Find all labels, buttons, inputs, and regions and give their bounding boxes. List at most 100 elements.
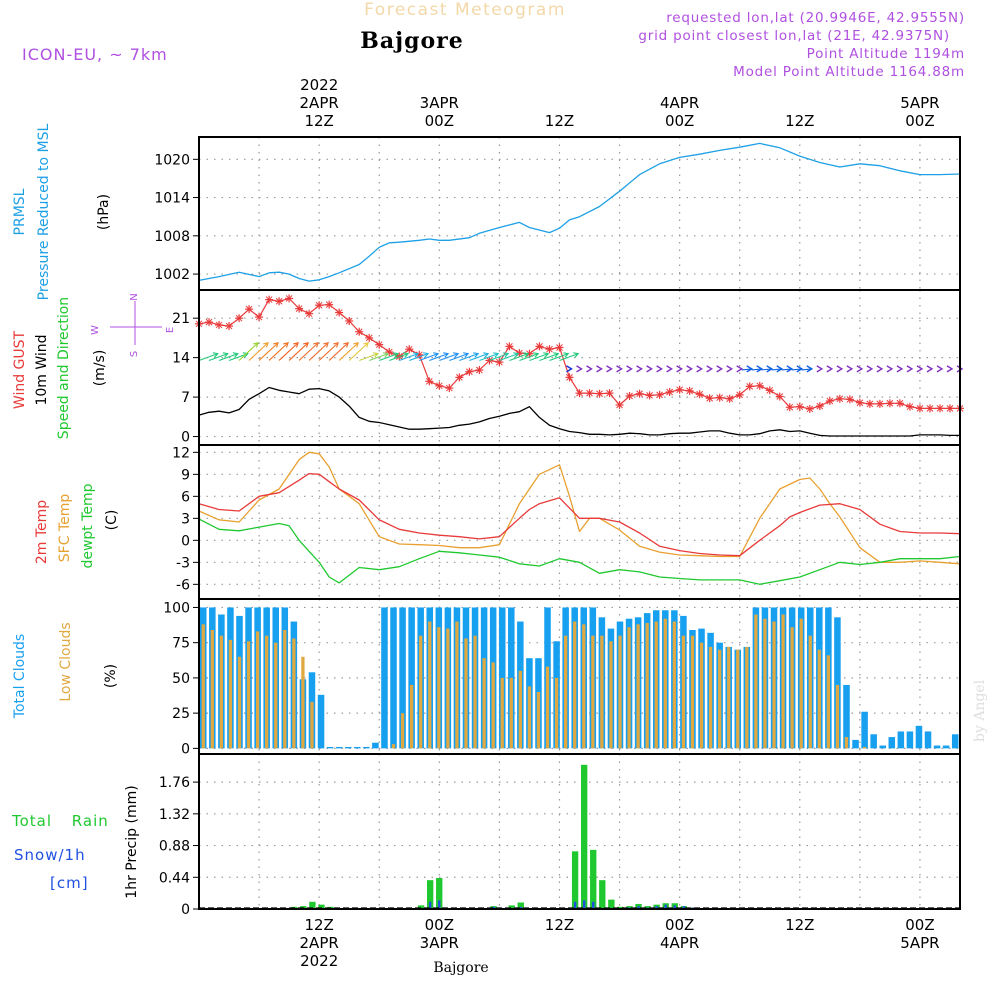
arrow-head xyxy=(533,352,540,358)
arrow-head xyxy=(463,352,470,358)
panel-frame xyxy=(198,753,961,910)
total-cloud-bar xyxy=(906,731,914,749)
gust-marker-d2 xyxy=(205,318,213,326)
low-cloud-bar xyxy=(237,656,242,749)
wind-direction-arrow xyxy=(741,365,754,373)
arrow-shaft xyxy=(369,353,389,361)
arrow-shaft xyxy=(258,342,279,361)
gust-marker-d2 xyxy=(546,345,553,353)
gust-marker xyxy=(435,381,444,390)
arrow-head xyxy=(343,341,350,348)
wind-direction-arrow xyxy=(576,365,583,373)
low-cloud-bar xyxy=(600,635,604,749)
low-cloud-bar xyxy=(527,686,532,749)
pressure-unit-label: (hPa) xyxy=(96,194,112,230)
gust-marker xyxy=(845,395,854,404)
arrow-head xyxy=(573,352,580,358)
arrow-shaft xyxy=(308,342,329,361)
meteogram-title: Forecast Meteogram xyxy=(364,0,566,20)
low-cloud-bar xyxy=(627,627,631,749)
gust-marker xyxy=(625,391,634,400)
low-cloud-bar xyxy=(564,635,568,749)
arrow-shaft xyxy=(539,353,559,361)
low-cloud-bar xyxy=(255,631,260,749)
gust-marker xyxy=(605,389,614,398)
arrow-shaft xyxy=(559,353,579,361)
gust-marker-d2 xyxy=(365,334,373,342)
low-cloud-bar xyxy=(437,627,441,749)
y-tick-label: 6 xyxy=(181,489,190,505)
arrow-shaft xyxy=(761,368,772,371)
y-tick-label: 0 xyxy=(181,430,190,446)
wind-label-gust: Wind GUST xyxy=(12,330,28,409)
gust-marker-d2 xyxy=(305,310,313,318)
gust-marker-d2 xyxy=(816,402,824,410)
temp-2m-line xyxy=(198,472,961,557)
wind-panel-labels: Wind GUST 10m Wind Speed and Direction (… xyxy=(12,297,108,439)
gust-marker xyxy=(695,390,704,399)
gust-marker xyxy=(585,389,594,398)
arrow-shaft xyxy=(318,342,339,361)
arrow-chevron xyxy=(936,365,944,373)
precip-unit-label: 1hr Precip (mm) xyxy=(124,785,140,898)
y-tick-label: 0 xyxy=(181,741,190,757)
gust-marker xyxy=(375,340,384,349)
low-cloud-bar xyxy=(283,630,287,749)
gust-marker-d2 xyxy=(716,394,724,402)
wind-direction-arrow xyxy=(198,352,219,361)
arrow-head xyxy=(333,341,340,348)
gust-marker xyxy=(355,327,364,336)
gust-marker xyxy=(735,390,744,399)
low-cloud-bar xyxy=(672,621,676,749)
total-cloud-bar xyxy=(915,725,923,749)
compass-s: S xyxy=(129,351,140,357)
wind-direction-arrow xyxy=(926,365,934,373)
wind-direction-arrow xyxy=(218,352,239,361)
gust-marker xyxy=(705,394,714,403)
gust-marker xyxy=(365,333,374,342)
low-cloud-bar xyxy=(400,713,405,749)
arrow-head xyxy=(382,352,390,358)
wind-direction-arrow xyxy=(328,341,350,361)
gust-marker-d2 xyxy=(896,399,904,407)
wind-speed-line xyxy=(198,386,960,437)
arrow-shaft xyxy=(791,368,802,371)
gust-marker xyxy=(885,399,894,408)
precip-panel: 0 0.44 0.88 1.32 1.76 xyxy=(159,753,961,918)
arrow-shaft xyxy=(298,342,319,361)
low-cloud-bar xyxy=(663,618,667,749)
gust-marker xyxy=(635,389,644,398)
total-cloud-bar xyxy=(888,737,896,749)
gust-marker-d2 xyxy=(225,322,233,330)
gust-marker xyxy=(295,304,304,313)
wind-label-10m: 10m Wind xyxy=(34,334,50,405)
low-cloud-bar xyxy=(428,621,432,749)
total-cloud-bar xyxy=(372,742,379,749)
arrow-chevron xyxy=(896,365,904,373)
wind-direction-arrow xyxy=(479,352,500,361)
arrow-chevron xyxy=(866,365,874,373)
y-tick-label: 0.44 xyxy=(159,870,190,886)
gridpoint-coords: grid point closest lon,lat (21E, 42.9375… xyxy=(638,28,950,44)
gust-marker-d2 xyxy=(325,301,333,309)
gust-marker xyxy=(315,301,324,310)
arrow-shaft xyxy=(198,353,218,361)
arrow-head xyxy=(453,352,460,358)
gust-marker xyxy=(665,388,674,397)
compass-e: E xyxy=(165,327,176,333)
gust-marker-d2 xyxy=(826,397,834,405)
arrow-chevron xyxy=(836,365,844,373)
temperature-panel-labels: 2m Temp SFC Temp dewpt Temp (C) xyxy=(34,483,120,568)
wind-direction-arrow xyxy=(288,341,309,361)
gust-marker-d2 xyxy=(666,388,673,396)
gust-marker xyxy=(225,322,234,331)
gust-marker xyxy=(855,398,864,407)
y-tick-label: 0.88 xyxy=(159,839,190,855)
arrow-head xyxy=(212,352,219,358)
arrow-chevron xyxy=(716,365,724,373)
wind-direction-arrow xyxy=(791,365,804,373)
snow-bar xyxy=(673,905,676,909)
low-cloud-bar xyxy=(636,624,640,749)
snow-bar xyxy=(592,901,595,909)
wind-direction-arrow xyxy=(626,365,633,373)
